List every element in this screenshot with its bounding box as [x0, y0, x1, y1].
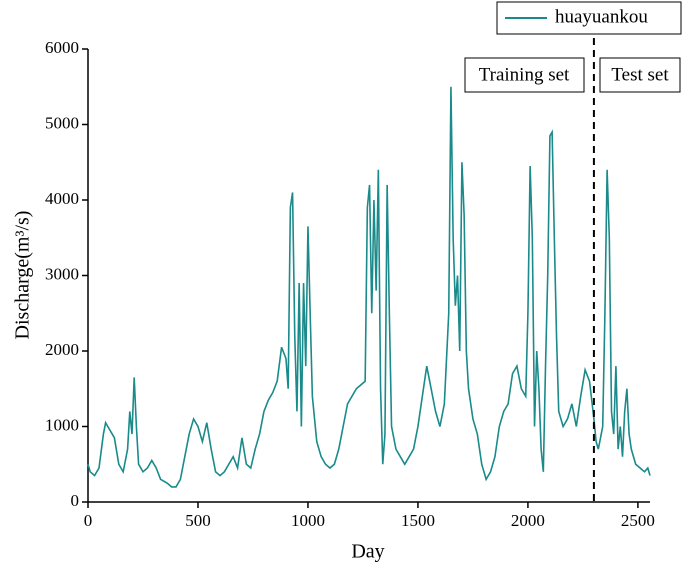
y-tick-label: 6000: [45, 38, 79, 57]
annotation-box: [599, 57, 681, 93]
annotation: Test set: [611, 64, 669, 85]
x-tick-label: 2500: [621, 511, 655, 530]
y-tick-label: 0: [71, 491, 80, 510]
annotation-box: [464, 57, 585, 93]
y-tick-label: 4000: [45, 189, 79, 208]
x-tick-label: 500: [185, 511, 211, 530]
y-tick-label: 3000: [45, 264, 79, 283]
legend-label: huayuankou: [555, 6, 648, 27]
data-line: [87, 86, 651, 488]
annotation: Training set: [479, 64, 570, 85]
y-axis-label: Discharge(m³/s): [12, 211, 34, 340]
x-tick-label: 1500: [401, 511, 435, 530]
x-axis-label: Day: [351, 541, 384, 563]
y-tick-label: 2000: [45, 340, 79, 359]
y-tick-label: 5000: [45, 113, 79, 132]
y-tick-label: 1000: [45, 415, 79, 434]
x-tick-label: 2000: [511, 511, 545, 530]
x-tick-label: 0: [84, 511, 93, 530]
x-tick-label: 1000: [291, 511, 325, 530]
